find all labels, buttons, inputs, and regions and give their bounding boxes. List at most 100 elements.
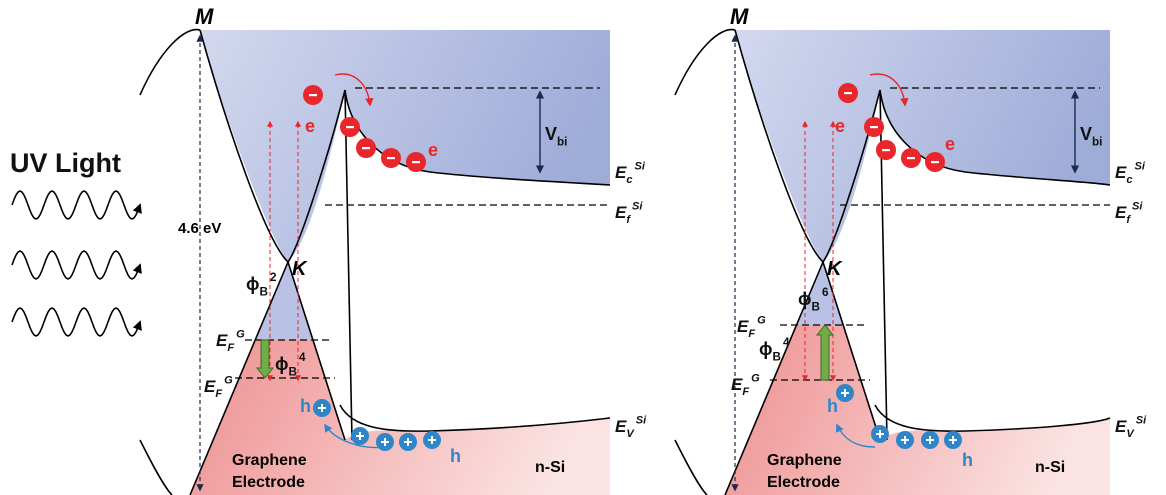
- electron-sign: [931, 161, 939, 163]
- label-sup: 4: [299, 351, 306, 364]
- label-sup: 2: [270, 271, 277, 284]
- label-sub: c: [626, 174, 632, 186]
- electron-sign: [870, 126, 878, 128]
- label-sup: Si: [1135, 161, 1146, 173]
- label-base: E: [204, 377, 216, 396]
- valley-label: M: [730, 4, 749, 29]
- label: EFG: [216, 329, 245, 355]
- electron-sign: [882, 149, 890, 151]
- label-sub: bi: [1092, 135, 1102, 148]
- band-curve: [675, 440, 707, 495]
- label-sub: V: [626, 428, 635, 440]
- label-sub: F: [748, 328, 755, 340]
- band-curve: [345, 90, 352, 440]
- band-curve: [140, 30, 200, 95]
- label-base: E: [737, 317, 749, 336]
- label: EfSi: [1115, 201, 1143, 227]
- electron-sign: [309, 94, 317, 96]
- diagram: UV Light eehhMK4.6 eVVbiEcSiEfSiEVSiϕB2ϕ…: [0, 0, 1166, 495]
- substrate-label: n-Si: [535, 459, 565, 476]
- label-sub: B: [289, 365, 297, 378]
- label-sub: f: [1126, 214, 1131, 226]
- label-sub: F: [215, 388, 222, 400]
- label: EcSi: [1115, 161, 1146, 187]
- electron-sign: [907, 157, 915, 159]
- label-sup: G: [224, 375, 233, 387]
- label-sup: Si: [632, 201, 643, 213]
- label: EVSi: [615, 415, 647, 441]
- dirac-label: K: [292, 258, 308, 280]
- electron-label: e: [428, 140, 438, 160]
- electron-sign: [362, 147, 370, 149]
- electron-label: e: [945, 134, 955, 154]
- substrate-label: n-Si: [1035, 459, 1065, 476]
- electron-label: e: [835, 116, 845, 136]
- hole-label: h: [962, 450, 973, 470]
- label: EFG: [737, 315, 766, 341]
- energy-label: 4.6 eV: [178, 220, 221, 237]
- label-sub: B: [773, 350, 781, 363]
- label: EcSi: [615, 161, 646, 187]
- label-sup: 4: [783, 336, 790, 349]
- uv-wave: [12, 251, 140, 279]
- label-base: ϕ: [246, 274, 260, 294]
- conduction-region: [735, 30, 1110, 262]
- electron-sign: [844, 92, 852, 94]
- label-base: ϕ: [759, 339, 773, 359]
- label-sup: G: [236, 329, 245, 341]
- label-base: E: [731, 375, 743, 394]
- label: ϕB2: [246, 271, 277, 298]
- electron-sign: [412, 161, 420, 163]
- label-sub: c: [1126, 174, 1132, 186]
- label-base: E: [615, 203, 627, 222]
- band-panel: eehhMKVbiEcSiEfSiEVSiϕB6ϕB4EFGEFGGraphen…: [675, 4, 1147, 495]
- label-sup: G: [757, 315, 766, 327]
- hole-label: h: [827, 396, 838, 416]
- label: EVSi: [1115, 415, 1147, 441]
- page: {"uv_light": "UV Light", "panels": [ {"v…: [0, 0, 1166, 495]
- valley-label: M: [195, 4, 214, 29]
- label-base: E: [1115, 417, 1127, 436]
- electrode-label: Graphene: [232, 452, 307, 469]
- label-sup: 6: [822, 286, 829, 299]
- uv-light-label: UV Light: [10, 148, 121, 178]
- conduction-region: [200, 30, 610, 262]
- label-base: E: [1115, 203, 1127, 222]
- hole-label: h: [300, 396, 311, 416]
- electron-label: e: [305, 116, 315, 136]
- uv-wave: [12, 191, 140, 219]
- label-base: E: [615, 417, 627, 436]
- label-base: V: [1080, 124, 1092, 144]
- hole-label: h: [450, 446, 461, 466]
- label-sub: F: [742, 386, 749, 398]
- electron-sign: [346, 126, 354, 128]
- label-sub: B: [812, 300, 820, 313]
- band-curve: [675, 30, 735, 95]
- label-sub: F: [227, 342, 234, 354]
- label: EFG: [204, 375, 233, 401]
- uv-wave: [12, 308, 140, 336]
- label-sup: Si: [635, 161, 646, 173]
- label-base: ϕ: [798, 289, 812, 309]
- electrode-label: Graphene: [767, 452, 842, 469]
- label-sub: bi: [557, 135, 567, 148]
- electron-sign: [387, 157, 395, 159]
- label-sub: V: [1126, 428, 1135, 440]
- label-sup: Si: [636, 415, 647, 427]
- label-sub: B: [260, 285, 268, 298]
- dirac-label: K: [827, 258, 843, 280]
- label-base: ϕ: [275, 354, 289, 374]
- label-base: E: [615, 163, 627, 182]
- label: EfSi: [615, 201, 643, 227]
- label-sup: Si: [1136, 415, 1147, 427]
- label-base: E: [216, 331, 228, 350]
- electrode-label: Electrode: [232, 474, 305, 491]
- label-sub: f: [626, 214, 631, 226]
- label-sup: Si: [1132, 201, 1143, 213]
- label-base: E: [1115, 163, 1127, 182]
- label-sup: G: [751, 373, 760, 385]
- label-base: V: [545, 124, 557, 144]
- electrode-label: Electrode: [767, 474, 840, 491]
- band-curve: [140, 440, 172, 495]
